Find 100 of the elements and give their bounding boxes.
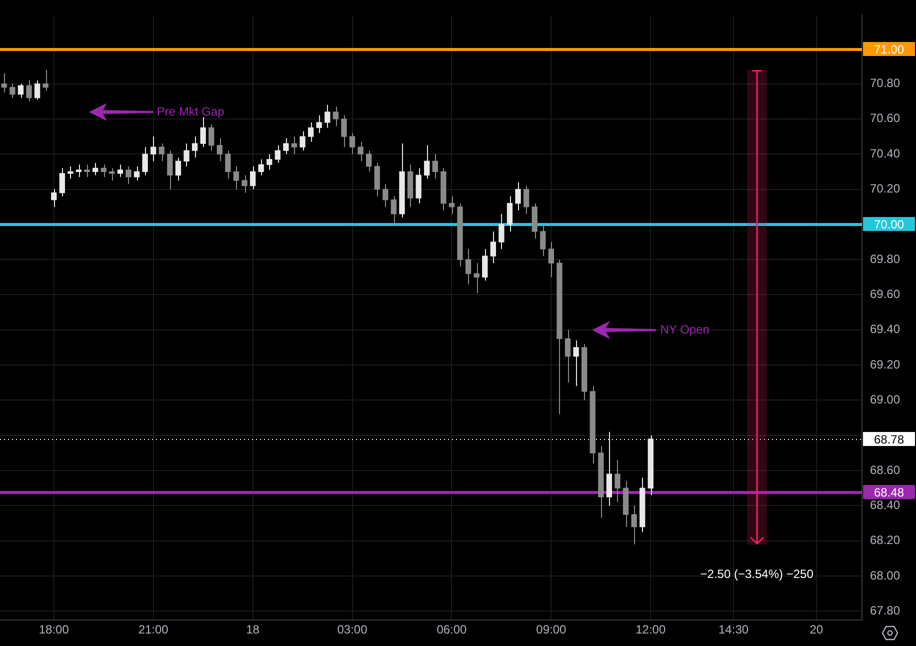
candlestick [532,202,538,239]
annotation: −2.50 (−3.54%) −250 [700,566,814,581]
ref-line-label: 68.48 [874,485,904,500]
candlestick [316,114,322,134]
candlestick [200,116,206,148]
candlestick [59,168,65,197]
candlestick [382,183,388,208]
candlestick [548,242,554,278]
candlestick [126,166,132,184]
candlestick [573,340,579,387]
y-tick-label: 68.20 [870,533,900,548]
x-tick-label: 14:30 [718,622,749,637]
candlestick [374,162,380,197]
candlestick [582,343,588,401]
candlestick [515,182,521,211]
candlestick [1,72,7,94]
y-tick-label: 69.00 [870,392,900,407]
candlestick [622,480,629,528]
candlestick [308,122,314,142]
candlestick [266,154,272,170]
candlestick [150,136,156,162]
candlestick [258,158,264,176]
candlestick [332,106,339,126]
candlestick [490,230,496,264]
candlestick [233,166,240,190]
candlestick [440,168,446,211]
x-tick-label: 20 [810,622,824,637]
candlestick [540,226,546,257]
candlestick [192,136,198,158]
candlestick [184,143,190,167]
candlestick [84,164,90,178]
ref-line-label: 71.00 [874,42,904,56]
annotation: Pre Mkt Gap [156,104,225,118]
y-tick-label: 69.60 [870,287,900,302]
x-tick-label: 09:00 [536,622,567,637]
candlestick [399,143,405,218]
x-tick-label: 06:00 [436,622,468,637]
candlestick [390,196,397,225]
x-tick-label: 21:00 [138,622,169,637]
candlestick [208,124,214,152]
candlestick [26,80,32,102]
candlestick [498,213,504,250]
candlestick [274,144,280,164]
annotation: NY Open [660,322,710,337]
candlestick [523,185,530,214]
candlestick [42,69,48,92]
candlestick [92,162,98,176]
candlestick [590,386,596,464]
candlestick [366,150,372,172]
candlestick [631,505,637,545]
candlestick [556,259,562,415]
candlestick [648,434,654,496]
candlestick [117,164,124,178]
candlestick [432,154,438,180]
candlestick [109,168,115,181]
candlestick [51,188,57,208]
candlestick [341,114,347,148]
candlestick [564,329,571,384]
x-tick-label: 03:00 [337,622,368,637]
candlestick [134,166,140,181]
candlestick [457,202,463,268]
candlestick [158,143,164,162]
candlestick [506,196,513,232]
candlestick [300,130,306,152]
candlestick [358,141,364,162]
candlestick [424,144,430,180]
y-tick-label: 67.80 [870,604,900,618]
candlestick [175,157,182,181]
candlestick [10,83,16,98]
candlestick [349,132,356,155]
ref-line-label: 68.78 [874,432,904,446]
candlestick [324,104,330,128]
candlestick [416,168,422,204]
candlestick [225,150,231,180]
x-tick-label: 18:00 [38,622,70,637]
ref-line-label: 70.00 [874,217,904,232]
candlestick [448,196,455,214]
y-tick-label: 68.60 [870,462,900,477]
candlestick [614,460,620,503]
candlestick [142,146,148,176]
candlestick [242,174,248,194]
y-tick-label: 68.40 [870,498,900,512]
candlestick [474,262,480,294]
candlestick [465,248,472,285]
y-tick-label: 69.20 [870,357,900,372]
candlestick [606,431,612,506]
y-tick-label: 70.20 [870,182,900,196]
candlestick [407,164,414,208]
candlestick [482,248,488,282]
x-tick-label: 18 [246,622,260,637]
candlestick [216,138,222,162]
y-tick-label: 70.60 [870,111,900,126]
candlestick [167,150,173,190]
y-tick-label: 68.00 [870,568,900,582]
candlestick [100,164,106,178]
candlestick [640,477,646,533]
y-tick-label: 69.40 [870,322,900,336]
y-tick-label: 69.80 [870,252,900,266]
candlestick [598,445,604,519]
candlestick [68,166,74,180]
